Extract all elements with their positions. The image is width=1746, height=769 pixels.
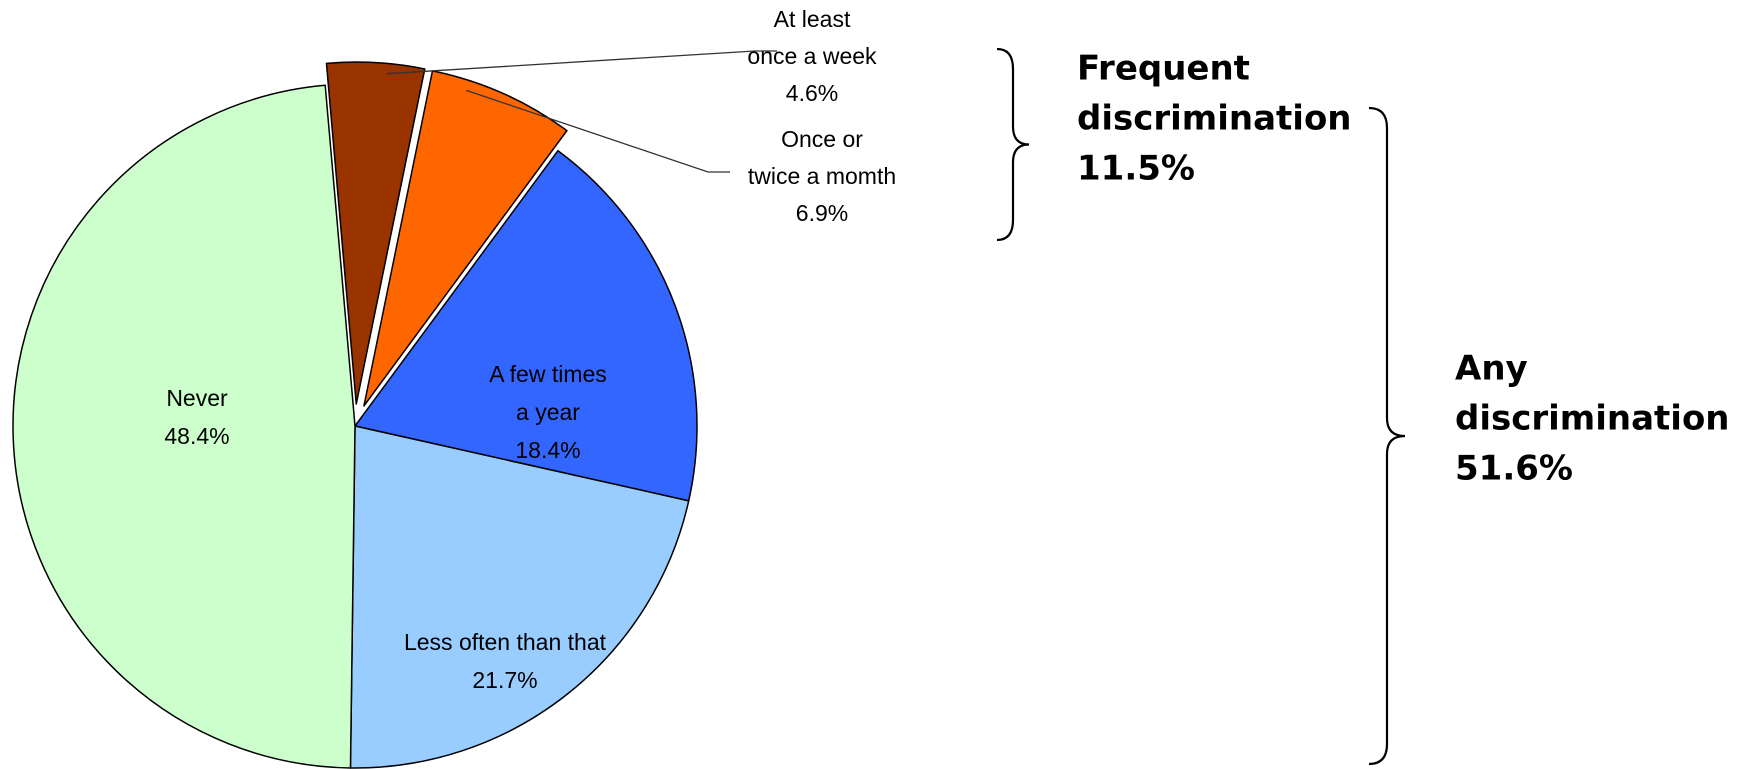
leader-lines — [386, 50, 777, 173]
group-label: Frequent — [1077, 49, 1250, 89]
slice-percent-label: 21.7% — [472, 667, 537, 693]
pie-slice-2 — [354, 149, 698, 502]
pie-slice-4 — [12, 84, 356, 769]
slice-label: once a week — [747, 43, 877, 69]
group-label: Any — [1455, 349, 1528, 389]
slice-percent-label: 48.4% — [164, 423, 229, 449]
group-annotations: Frequent discrimination 11.5% Any discrimina… — [996, 47, 1730, 766]
group-label: discrimination — [1077, 99, 1352, 139]
slice-label: Never — [166, 385, 228, 411]
slice-label: Once or — [781, 126, 863, 152]
slice-label: Less often than that — [404, 629, 607, 655]
slice-percent-label: 6.9% — [796, 200, 848, 226]
pie-slice-1 — [363, 70, 568, 407]
leader-line-1 — [466, 89, 730, 173]
slice-label: A few times — [489, 361, 607, 387]
group-brace-1 — [1368, 106, 1406, 766]
group-brace-0 — [996, 47, 1030, 242]
slice-percent-label: 4.6% — [786, 80, 838, 106]
pie-slice-3 — [349, 425, 690, 769]
slice-label: At least — [774, 6, 851, 32]
pie-slices — [12, 61, 698, 769]
slice-labels: At least once a week 4.6% Once or twice a mo… — [164, 6, 896, 693]
group-label: 11.5% — [1077, 149, 1195, 189]
slice-label: twice a momth — [748, 163, 896, 189]
slice-percent-label: 18.4% — [515, 437, 580, 463]
slice-label: a year — [516, 399, 580, 425]
group-label: discrimination — [1455, 399, 1730, 439]
leader-line-0 — [386, 50, 777, 75]
pie-slice-0 — [325, 61, 426, 405]
group-label: 51.6% — [1455, 449, 1573, 489]
